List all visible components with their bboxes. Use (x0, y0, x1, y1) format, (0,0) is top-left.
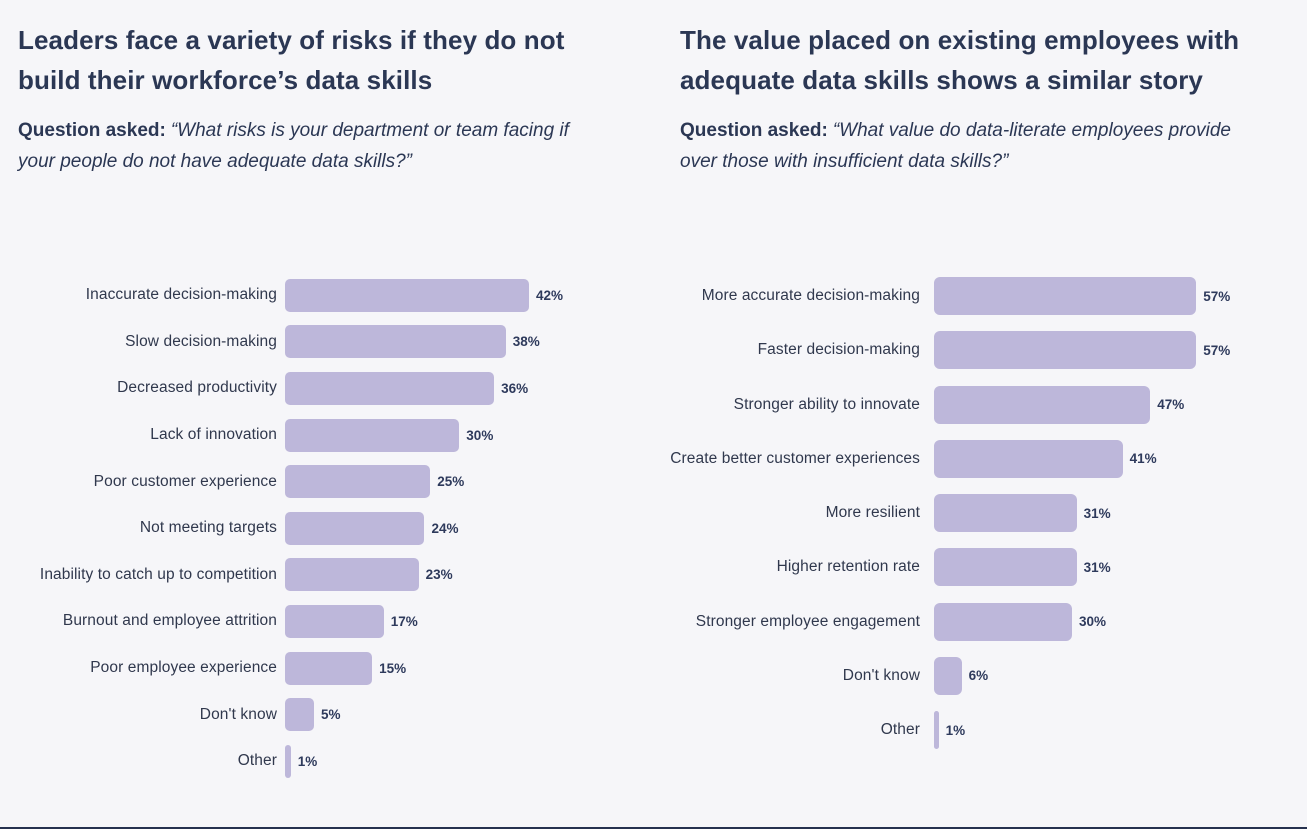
value-chart-subtitle: Question asked: “What value do data-liter… (680, 115, 1240, 177)
bar-row: Decreased productivity 36% (0, 365, 660, 412)
bar (934, 494, 1077, 533)
bar-row: Lack of innovation 30% (0, 412, 660, 459)
bar (934, 548, 1077, 587)
risks-bar-chart: Inaccurate decision-making 42% Slow decisi… (0, 272, 660, 785)
value-chart-panel: The value placed on existing employees w… (660, 0, 1307, 829)
bar (285, 744, 291, 778)
category-label: Inability to catch up to competition (39, 565, 277, 583)
bar (934, 277, 1197, 316)
bar-row: Stronger employee engagement 30% (660, 595, 1307, 649)
bar (285, 325, 506, 359)
value-label: 36% (501, 380, 529, 396)
value-label: 42% (536, 287, 564, 303)
risks-chart-subtitle: Question asked: “What risks is your depar… (18, 115, 578, 177)
bar (934, 331, 1197, 370)
category-label: Create better customer experiences (670, 449, 920, 467)
category-label: Don't know (199, 705, 277, 723)
question-quote: “What value do data-literate employees p… (680, 120, 1231, 172)
bar-row: Other 1% (660, 703, 1307, 757)
bar (285, 278, 530, 312)
bar (934, 656, 962, 695)
bar-row: Faster decision-making 57% (660, 323, 1307, 377)
bar-row: Inability to catch up to competition 23% (0, 552, 660, 599)
value-bar-chart: More accurate decision-making 57% Faster d… (660, 269, 1307, 757)
bar-row: Not meeting targets 24% (0, 505, 660, 552)
bar-row: Don't know 6% (660, 649, 1307, 703)
category-label: Faster decision-making (757, 341, 920, 359)
bar-row: Stronger ability to innovate 47% (660, 378, 1307, 432)
category-label: Poor employee experience (90, 659, 277, 677)
category-label: Poor customer experience (93, 472, 277, 490)
bar (934, 711, 939, 750)
bar (285, 604, 384, 638)
bar-row: Burnout and employee attrition 17% (0, 598, 660, 645)
value-label: 47% (1157, 397, 1185, 413)
category-label: Lack of innovation (150, 426, 277, 444)
category-label: Inaccurate decision-making (85, 286, 277, 304)
risks-chart-panel: Leaders face a variety of risks if they … (0, 25, 660, 785)
bar-row: Higher retention rate 31% (660, 540, 1307, 594)
value-label: 57% (1203, 342, 1231, 358)
category-label: Other (237, 752, 277, 770)
value-label: 31% (1083, 559, 1111, 575)
bar-row: Don't know 5% (0, 691, 660, 738)
question-quote: “What risks is your department or team f… (18, 120, 569, 172)
value-label: 41% (1129, 451, 1157, 467)
category-label: More accurate decision-making (701, 287, 920, 305)
bar (285, 371, 495, 405)
value-label: 5% (321, 707, 341, 723)
bar-row: Other 1% (0, 738, 660, 785)
value-chart-title: The value placed on existing employees w… (680, 25, 1240, 95)
question-label: Question asked: (680, 120, 828, 141)
value-label: 15% (379, 660, 407, 676)
category-label: Stronger employee engagement (695, 612, 920, 630)
value-label: 31% (1083, 505, 1111, 521)
bar-row: More accurate decision-making 57% (660, 269, 1307, 323)
value-label: 24% (431, 520, 459, 536)
bar (934, 602, 1072, 641)
risks-chart-title: Leaders face a variety of risks if they … (18, 25, 565, 95)
value-label: 38% (512, 334, 540, 350)
value-label: 6% (968, 668, 989, 684)
bar (285, 511, 425, 545)
bottom-divider (0, 827, 1307, 829)
bar (934, 385, 1151, 424)
category-label: Stronger ability to innovate (733, 395, 920, 413)
bar (285, 558, 419, 592)
value-label: 30% (466, 427, 494, 443)
bar (285, 651, 373, 685)
bar (285, 418, 460, 452)
value-label: 1% (945, 722, 966, 738)
bar-row: More resilient 31% (660, 486, 1307, 540)
value-label: 1% (297, 753, 318, 769)
bar-row: Poor customer experience 25% (0, 458, 660, 505)
value-label: 23% (425, 567, 453, 583)
bar-row: Inaccurate decision-making 42% (0, 272, 660, 319)
bar (934, 439, 1123, 478)
bar-row: Create better customer experiences 41% (660, 432, 1307, 486)
bar (285, 465, 431, 499)
bar-row: Slow decision-making 38% (0, 319, 660, 366)
value-label: 30% (1079, 614, 1107, 630)
value-label: 17% (390, 613, 418, 629)
category-label: Burnout and employee attrition (62, 612, 277, 630)
value-label: 57% (1203, 288, 1231, 304)
category-label: Other (880, 721, 920, 739)
bar (285, 698, 315, 732)
question-label: Question asked: (18, 120, 166, 141)
category-label: Slow decision-making (125, 332, 277, 350)
category-label: Don't know (842, 666, 920, 684)
category-label: More resilient (825, 504, 920, 522)
value-label: 25% (437, 474, 465, 490)
category-label: Higher retention rate (776, 558, 920, 576)
category-label: Decreased productivity (117, 379, 277, 397)
category-label: Not meeting targets (139, 519, 277, 537)
bar-row: Poor employee experience 15% (0, 645, 660, 692)
